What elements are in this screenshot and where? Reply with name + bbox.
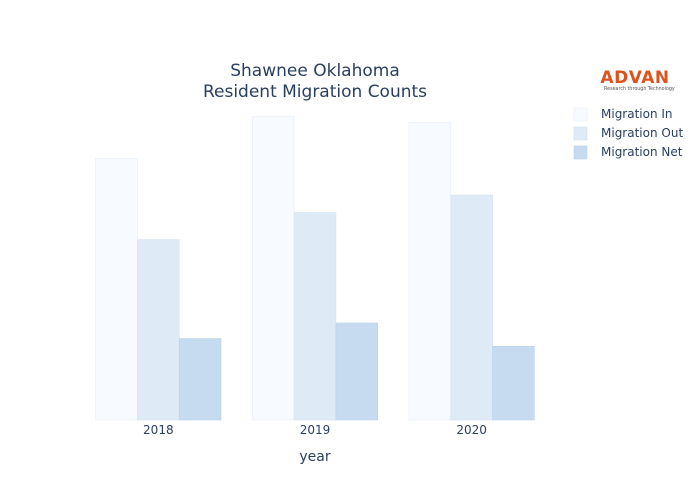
x-tick-label-2019: 2019 (300, 423, 331, 437)
legend-label: Migration Net (601, 145, 683, 159)
chart-title-line: Shawnee Oklahoma (230, 61, 400, 81)
legend-item-migration-in[interactable]: Migration In (573, 107, 673, 122)
x-axis-ticks: 2018 2019 2020 (143, 423, 487, 437)
x-tick-label-2020: 2020 (456, 423, 487, 437)
legend-swatch (573, 126, 588, 141)
x-tick-label-2018: 2018 (143, 423, 174, 437)
logo-name: ADVAN (600, 68, 669, 88)
legend-item-migration-out[interactable]: Migration Out (573, 126, 683, 141)
legend-label: Migration In (601, 107, 673, 121)
bar-migration-net-2018[interactable] (178, 338, 222, 421)
plot-area (95, 116, 535, 421)
legend-swatch (573, 145, 588, 160)
bar-migration-out-2020[interactable] (450, 194, 493, 421)
bar-migration-in-2018[interactable] (95, 157, 138, 421)
logo-tagline: Research through Technology (604, 86, 675, 92)
bar-migration-in-2019[interactable] (252, 116, 295, 421)
bar-migration-net-2020[interactable] (492, 345, 535, 421)
legend[interactable]: Migration In Migration Out Migration Net (573, 107, 683, 160)
x-axis-title: year (299, 449, 330, 465)
legend-item-migration-net[interactable]: Migration Net (573, 145, 683, 160)
bar-migration-out-2019[interactable] (293, 212, 337, 421)
bar-migration-out-2018[interactable] (137, 239, 180, 421)
legend-label: Migration Out (601, 126, 683, 140)
chart-title: Shawnee Oklahoma Resident Migration Coun… (203, 61, 427, 102)
advan-logo: ADVAN Research through Technology (600, 68, 675, 92)
legend-swatch (573, 107, 588, 122)
bar-migration-net-2019[interactable] (335, 322, 378, 421)
bar-migration-in-2020[interactable] (408, 122, 452, 421)
chart-subtitle-line: Resident Migration Counts (203, 82, 427, 102)
